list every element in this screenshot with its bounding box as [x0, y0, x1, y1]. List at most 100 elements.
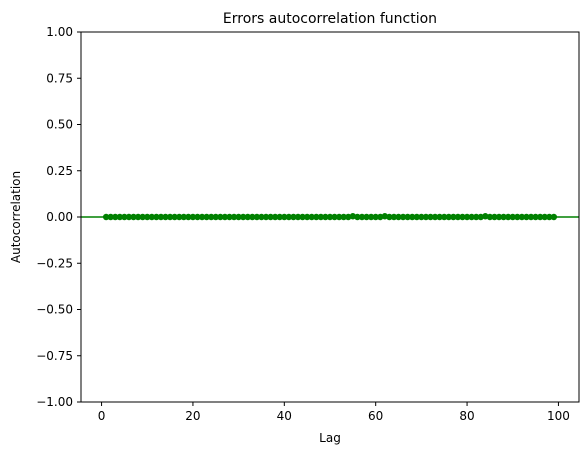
acf-point — [134, 213, 142, 221]
acf-point — [189, 213, 197, 221]
acf-point — [422, 213, 430, 221]
acf-point — [550, 213, 558, 221]
y-axis-label: Autocorrelation — [9, 171, 23, 263]
acf-point — [276, 213, 283, 221]
acf-point — [326, 213, 334, 221]
acf-point — [541, 213, 548, 221]
acf-point — [107, 213, 114, 221]
acf-point — [491, 213, 498, 221]
acf-point — [532, 213, 539, 221]
acf-point — [308, 213, 315, 221]
acf-point — [112, 213, 119, 221]
acf-point — [130, 213, 137, 221]
acf-point — [317, 213, 325, 221]
acf-point — [523, 213, 530, 221]
acf-point — [290, 213, 297, 221]
acf-point — [354, 213, 361, 221]
chart-title: Errors autocorrelation function — [223, 11, 437, 27]
x-axis-label: Lag — [319, 431, 341, 445]
acf-point — [335, 213, 343, 221]
acf-point — [180, 213, 187, 221]
x-tick-label: 60 — [368, 409, 383, 423]
acf-point — [185, 213, 192, 221]
acf-point — [271, 213, 279, 221]
acf-point — [166, 213, 174, 221]
acf-point — [267, 213, 274, 221]
acf-point — [212, 213, 219, 221]
acf-point — [546, 213, 553, 221]
x-tick-label: 0 — [98, 409, 106, 423]
acf-point — [395, 213, 402, 221]
x-tick-label: 100 — [547, 409, 570, 423]
acf-point — [463, 213, 471, 221]
acf-point — [239, 213, 247, 221]
acf-point — [253, 213, 261, 221]
acf-point — [500, 213, 507, 221]
y-tick-label: −0.50 — [36, 303, 73, 317]
y-tick-label: −1.00 — [36, 395, 73, 409]
acf-point — [102, 213, 110, 221]
acf-point — [404, 213, 411, 221]
acf-point — [495, 213, 503, 221]
x-tick-label: 40 — [277, 409, 292, 423]
acf-point — [125, 213, 133, 221]
acf-point — [427, 213, 434, 221]
acf-point — [450, 213, 457, 221]
acf-point — [148, 213, 156, 221]
acf-point — [536, 213, 544, 221]
acf-point — [409, 213, 416, 221]
acf-point — [486, 213, 494, 221]
acf-point — [367, 213, 375, 221]
acf-point — [514, 213, 521, 221]
y-tick-label: 0.25 — [46, 164, 73, 178]
acf-point — [235, 213, 242, 221]
acf-point — [194, 213, 201, 221]
acf-point — [390, 213, 398, 221]
acf-point — [262, 213, 270, 221]
acf-point — [244, 213, 251, 221]
acf-point — [171, 213, 178, 221]
acf-point — [281, 213, 288, 221]
acf-point — [454, 213, 462, 221]
acf-point — [459, 213, 466, 221]
acf-point — [322, 213, 329, 221]
y-tick-label: 0.75 — [46, 71, 73, 85]
acf-point — [153, 213, 160, 221]
acf-point — [226, 213, 233, 221]
acf-point — [285, 213, 293, 221]
acf-point — [258, 213, 265, 221]
acf-point — [399, 213, 407, 221]
acf-point — [340, 213, 347, 221]
acf-point — [116, 213, 124, 221]
acf-point — [249, 213, 256, 221]
acf-point — [303, 213, 311, 221]
acf-point — [504, 213, 512, 221]
acf-point — [473, 213, 480, 221]
y-tick-label: −0.25 — [36, 256, 73, 270]
acf-point — [313, 213, 320, 221]
acf-point — [162, 213, 169, 221]
acf-point — [208, 213, 215, 221]
acf-point — [121, 213, 128, 221]
acf-point — [372, 213, 379, 221]
acf-point — [217, 213, 224, 221]
acf-point — [176, 213, 183, 221]
y-tick-label: 0.50 — [46, 118, 73, 132]
acf-point — [221, 213, 229, 221]
acf-point — [358, 213, 366, 221]
acf-point — [468, 213, 475, 221]
y-tick-label: 0.00 — [46, 210, 73, 224]
acf-point — [445, 213, 452, 221]
y-tick-label: −0.75 — [36, 349, 73, 363]
acf-point — [331, 213, 338, 221]
acf-point — [527, 213, 535, 221]
acf-point — [436, 213, 443, 221]
acf-point — [294, 213, 302, 221]
acf-point — [418, 213, 425, 221]
acf-point — [198, 213, 206, 221]
acf-point — [230, 213, 238, 221]
plot-area — [81, 213, 579, 221]
acf-point — [139, 213, 146, 221]
y-axis: 1.00 0.75 0.50 0.25 0.00 −0.25 −0.50 −0.75 −1.00 — [36, 25, 81, 409]
